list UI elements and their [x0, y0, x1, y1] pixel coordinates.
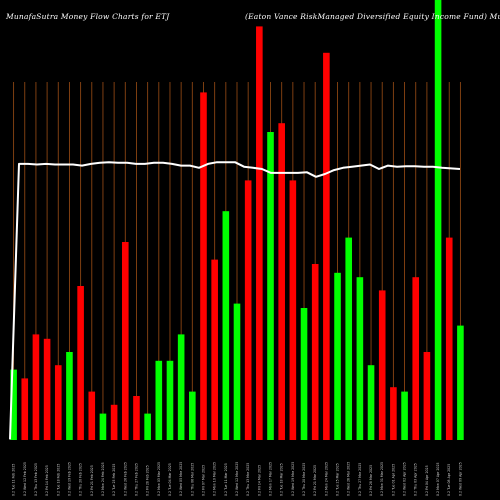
chart-title: MunafaSutra Money Flow Charts for ETJ [6, 12, 170, 21]
bar [88, 391, 96, 440]
x-tick-label: 0.2 Mon 24 Feb 2025 [101, 462, 105, 496]
bar [378, 290, 386, 440]
x-tick-label: 0.2 Mon 10 Mar 2025 [213, 462, 217, 496]
x-tick-label: 0.2 Mon 03 Mar 2025 [157, 462, 161, 496]
bar [323, 52, 330, 441]
x-tick-label: 0.2 Fri 21 Feb 2025 [90, 465, 94, 496]
bar [457, 325, 464, 440]
x-tick-label: 0.2 Fri 21 Mar 2025 [313, 465, 317, 496]
x-tick-label: 0.2 Tue 01 Apr 2025 [391, 464, 395, 496]
bar [166, 360, 174, 440]
x-tick-label: 0.2 Mon 24 Mar 2025 [324, 462, 328, 496]
bar [300, 308, 308, 440]
bar [401, 391, 408, 440]
x-tick-label: 0.2 Mon 31 Mar 2025 [380, 462, 384, 496]
bar [211, 259, 218, 440]
bar [256, 26, 263, 441]
bar [233, 303, 241, 440]
x-tick-label: 0.2 Thu 27 Mar 2025 [358, 463, 362, 496]
x-tick-label: 0.2 Thu 20 Mar 2025 [302, 463, 306, 496]
bar [43, 338, 51, 440]
bar [334, 272, 341, 440]
bar [32, 334, 40, 440]
bar [144, 413, 151, 440]
bar [133, 396, 140, 440]
bar [345, 237, 353, 440]
x-tick-label: 0.2 Thu 13 Mar 2025 [246, 463, 250, 496]
x-tick-label: 0.2 Fri 28 Mar 2025 [369, 465, 373, 496]
x-tick-label: 0.2 Tue 08 Apr 2025 [447, 464, 451, 496]
chart-subtitle: (Eaton Vance RiskManaged Diversified Equ… [245, 12, 500, 21]
x-tick-label: 0.2 Wed 19 Feb 2025 [67, 462, 71, 496]
bar [278, 123, 285, 440]
x-tick-label: 0.2 Wed 19 Mar 2025 [291, 462, 295, 496]
bar [412, 277, 420, 440]
x-tick-label: 0.2 Thu 20 Feb 2025 [79, 463, 83, 496]
x-tick-label: 0.2 Thu 06 Mar 2025 [190, 463, 194, 496]
x-tick-label: 0.2 Wed 26 Feb 2025 [123, 462, 127, 496]
bar [21, 378, 29, 440]
x-tick-label: 0.2 Fri 14 Feb 2025 [45, 465, 49, 496]
x-tick-label: 0.2 Thu 13 Feb 2025 [34, 463, 38, 496]
x-tick-label: 0.2 Fri 04 Apr 2025 [425, 465, 429, 496]
x-tick-label: 0.2 Tue 18 Feb 2025 [56, 464, 60, 496]
bar [121, 242, 129, 440]
bar [189, 391, 196, 440]
bar [367, 365, 375, 440]
bar [10, 369, 17, 440]
x-tick-label: 0.2 Thu 27 Feb 2025 [135, 463, 139, 496]
x-tick-label: 0.2 Wed 26 Mar 2025 [347, 462, 351, 496]
bar [155, 360, 163, 440]
bar [311, 264, 319, 440]
bar [434, 0, 442, 440]
x-tick-label: 0.2 Wed 05 Mar 2025 [179, 462, 183, 496]
bar [445, 237, 453, 440]
bar [200, 92, 207, 441]
x-tick-label: 0.2 Tue 04 Mar 2025 [168, 463, 172, 496]
bar [77, 286, 84, 440]
x-tick-label: 0.2 Wed 09 Apr 2025 [458, 462, 462, 496]
bar [110, 404, 118, 440]
bar [423, 352, 431, 440]
x-tick-label: 0.2 Tue 25 Feb 2025 [112, 464, 116, 496]
x-tick-label: 0.2 Tue 18 Mar 2025 [280, 463, 284, 496]
x-tick-label: 0.2 Fri 14 Mar 2025 [257, 465, 261, 496]
bar [244, 180, 252, 440]
bar [222, 211, 230, 440]
x-tick-label: 0.2 Mon 07 Apr 2025 [436, 462, 440, 496]
bar [267, 132, 274, 440]
x-tick-label: 0.2 Tue 11 Feb 2025 [12, 464, 16, 496]
bar [289, 180, 297, 440]
x-tick-label: 0.2 Thu 03 Apr 2025 [414, 463, 418, 496]
bar [356, 277, 364, 440]
x-tick-label: 0.2 Tue 25 Mar 2025 [336, 463, 340, 496]
x-tick-label: 0.2 Fri 07 Mar 2025 [202, 465, 206, 496]
bar [390, 387, 397, 440]
x-tick-label: 0.2 Wed 12 Mar 2025 [235, 462, 239, 496]
x-tick-labels: 0.2 Tue 11 Feb 2025 0.2 Wed 12 Feb 2025 0.… [12, 462, 463, 496]
bar [54, 365, 62, 440]
x-tick-label: 0.2 Wed 02 Apr 2025 [403, 462, 407, 496]
x-tick-label: 0.2 Mon 17 Mar 2025 [269, 462, 273, 496]
price-line-path [9, 161, 461, 440]
x-tick-label: 0.2 Fri 28 Feb 2025 [146, 465, 150, 496]
price-line [9, 161, 461, 440]
bars [10, 0, 464, 441]
bar [66, 352, 73, 440]
bar [177, 334, 185, 440]
x-tick-label: 0.2 Wed 12 Feb 2025 [23, 462, 27, 496]
x-tick-label: 0.2 Tue 11 Mar 2025 [224, 463, 228, 496]
bar [99, 413, 107, 440]
